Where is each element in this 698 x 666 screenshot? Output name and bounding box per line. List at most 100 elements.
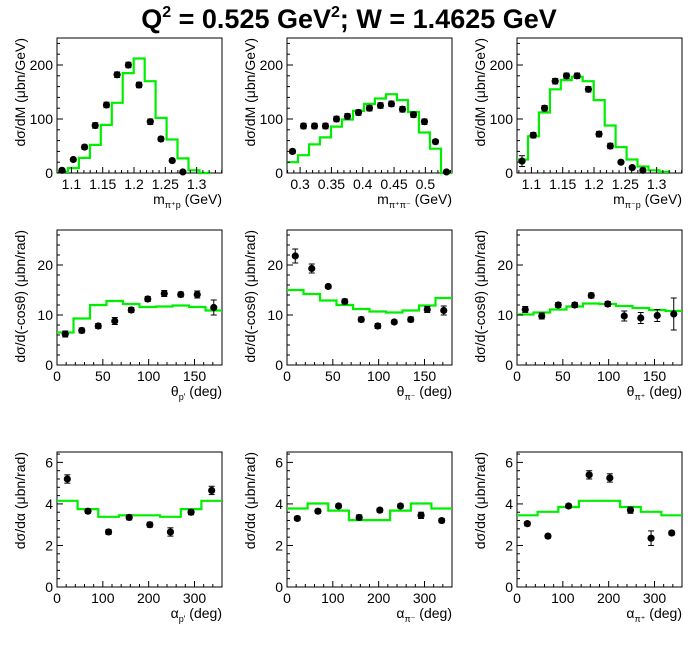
panel-6: 0 50 100 150 0 10 20 θπ⁺ (deg) dσ/d(-cosθ) (μbn/… (472, 229, 683, 402)
data-point (407, 315, 415, 324)
data-point (442, 168, 451, 176)
x-tick-label: 150 (183, 368, 207, 384)
x-tick-label: 0.5 (416, 176, 436, 192)
y-tick-label: 2 (505, 537, 513, 553)
x-axis-label-subscript: π⁺ (634, 392, 645, 402)
x-axis-label-symbol: α (626, 605, 634, 621)
x-tick-label: 150 (413, 368, 437, 384)
data-point (187, 508, 195, 516)
x-tick-label: 100 (597, 368, 621, 384)
x-axis-label-unit: (deg) (415, 605, 452, 621)
data-point (398, 105, 407, 113)
data-point (562, 72, 571, 80)
data-point (440, 306, 448, 315)
y-tick-label: 4 (505, 496, 513, 512)
x-axis-label: θπ⁺ (deg) (627, 383, 682, 402)
x-axis-label-unit: (GeV) (411, 191, 452, 207)
y-tick-label: 6 (45, 454, 53, 470)
model-histogram (287, 93, 452, 175)
data-point (146, 118, 154, 126)
data-point (166, 528, 175, 536)
plot-frame (56, 37, 223, 174)
model-histogram (57, 57, 211, 175)
x-axis-label-subscript: π⁺π⁻ (389, 200, 411, 210)
plot-frame (286, 37, 453, 174)
x-axis-label-subscript: π⁻p (625, 200, 641, 210)
data-point (80, 143, 89, 151)
y-axis-label: dσ/dα (μbn/rad) (12, 452, 28, 549)
data-point (540, 104, 549, 112)
plot-frame (286, 229, 453, 366)
x-tick-label: 200 (597, 590, 621, 606)
data-point (69, 155, 77, 164)
data-point (544, 532, 552, 540)
x-axis-label-symbol: α (171, 605, 179, 621)
data-point (113, 71, 121, 79)
x-tick-label: 50 (95, 368, 111, 384)
title-w-value: ; W = 1.4625 GeV (340, 4, 557, 34)
x-tick-label: 1.2 (584, 176, 604, 192)
model-histogram (517, 302, 682, 316)
data-point (571, 301, 579, 309)
y-tick-label: 200 (490, 57, 514, 73)
data-point (61, 330, 69, 338)
data-point (529, 131, 537, 139)
title-gev-exponent: 2 (331, 4, 340, 21)
x-tick-label: 1.25 (152, 176, 179, 192)
x-axis-label-unit: (deg) (645, 383, 682, 399)
y-tick-label: 10 (37, 307, 53, 323)
data-point (617, 158, 625, 166)
x-tick-label: 0 (53, 368, 61, 384)
data-point (208, 486, 216, 495)
x-axis-label-symbol: θ (397, 383, 405, 399)
x-tick-label: 0.4 (353, 176, 373, 192)
y-tick-label: 0 (505, 357, 513, 373)
y-tick-label: 10 (267, 307, 283, 323)
title-q-exponent: 2 (162, 4, 171, 21)
x-tick-label: 1.1 (522, 176, 542, 192)
data-point (585, 471, 593, 479)
y-tick-label: 20 (497, 257, 513, 273)
y-tick-label: 200 (260, 57, 284, 73)
data-point (357, 315, 365, 324)
figure-title: Q2 = 0.525 GeV2; W = 1.4625 GeV (141, 4, 557, 34)
data-point (63, 475, 71, 483)
y-axis-label: dσ/d(-cosθ) (μbn/rad) (242, 230, 258, 363)
y-tick-label: 6 (505, 454, 513, 470)
data-point (538, 312, 546, 320)
x-tick-label: 200 (137, 590, 161, 606)
data-point (91, 121, 99, 130)
data-point (573, 72, 581, 80)
x-axis-label-unit: (deg) (185, 383, 222, 399)
data-point (551, 77, 559, 85)
data-point (637, 314, 645, 322)
x-axis-label-unit: (deg) (185, 605, 222, 621)
data-point (177, 290, 185, 299)
y-tick-label: 0 (275, 165, 283, 181)
data-point (341, 297, 349, 306)
data-point (299, 122, 308, 130)
data-point (355, 513, 363, 522)
data-point (639, 166, 647, 174)
data-point (628, 164, 636, 172)
y-axis-label: dσ/d(-cosθ) (μbn/rad) (472, 230, 488, 363)
x-tick-label: 300 (413, 590, 437, 606)
x-axis-label-symbol: θ (627, 383, 635, 399)
x-tick-label: 300 (643, 590, 667, 606)
y-tick-label: 0 (275, 579, 283, 595)
model-histogram (57, 499, 222, 518)
panel-5: 0 50 100 150 0 10 20 θπ⁻ (deg) dσ/d(-cosθ) (μbn/… (242, 229, 453, 402)
data-point (554, 301, 562, 309)
model-histogram (517, 499, 682, 517)
x-tick-label: 100 (91, 590, 115, 606)
data-point (343, 112, 352, 120)
x-tick-label: 0 (283, 590, 291, 606)
x-tick-label: 100 (551, 590, 575, 606)
x-axis-label-subscript: p' (179, 614, 186, 624)
y-tick-label: 0 (505, 165, 513, 181)
x-tick-label: 1.3 (187, 176, 207, 192)
data-point (620, 312, 628, 320)
data-point (324, 282, 332, 291)
data-point (168, 156, 176, 165)
